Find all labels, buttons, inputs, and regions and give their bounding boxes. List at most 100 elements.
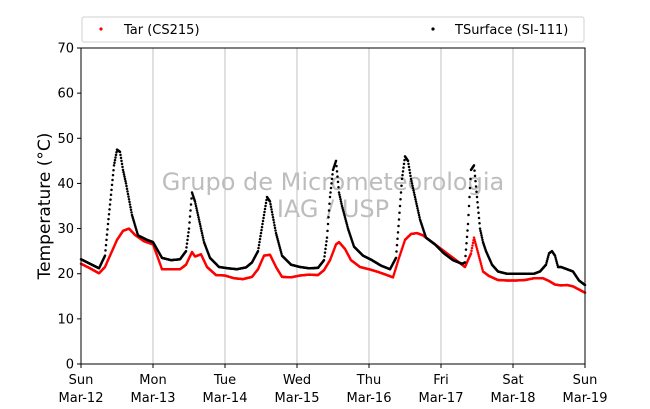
- data-point: [340, 202, 343, 205]
- data-point: [260, 228, 263, 232]
- data-point: [263, 207, 267, 211]
- y-tick-label: 40: [57, 177, 74, 192]
- watermark-line-1: Grupo de Micrometeorologia: [162, 168, 504, 196]
- data-point: [195, 209, 199, 212]
- data-point: [464, 254, 467, 258]
- data-point: [480, 264, 483, 268]
- x-tick-label-date: Mar-18: [491, 391, 536, 406]
- data-point: [396, 237, 399, 240]
- data-point: [411, 186, 415, 190]
- data-point: [194, 202, 197, 205]
- data-point: [474, 179, 477, 183]
- data-point: [190, 197, 193, 200]
- data-point: [124, 179, 127, 183]
- data-point: [264, 204, 267, 208]
- data-point: [113, 161, 116, 164]
- data-point: [187, 231, 190, 234]
- data-point: [129, 205, 132, 209]
- data-point: [324, 247, 327, 251]
- data-point: [271, 213, 274, 216]
- y-tick-label: 10: [57, 312, 74, 327]
- data-point: [258, 240, 261, 244]
- data-point: [470, 249, 473, 253]
- data-point: [201, 234, 204, 237]
- data-point: [346, 225, 349, 228]
- data-point: [122, 170, 125, 174]
- data-point: [201, 236, 205, 239]
- data-point: [474, 241, 477, 245]
- data-point: [277, 241, 280, 244]
- data-point: [112, 169, 115, 172]
- data-point: [200, 229, 203, 233]
- data-point: [341, 206, 344, 210]
- data-point: [554, 256, 557, 259]
- data-point: [476, 200, 479, 204]
- data-point: [127, 195, 130, 198]
- data-point: [480, 236, 484, 239]
- data-point: [274, 231, 278, 235]
- x-tick-label-date: Mar-14: [203, 391, 248, 406]
- data-point: [272, 221, 276, 224]
- data-point: [395, 250, 398, 253]
- data-point: [125, 187, 129, 190]
- plot-frame: [80, 47, 586, 365]
- x-tick-label-date: Mar-12: [59, 391, 104, 406]
- data-point: [479, 262, 483, 266]
- data-point: [480, 266, 484, 269]
- data-point: [400, 184, 403, 187]
- data-point: [335, 170, 339, 173]
- data-point: [344, 217, 347, 221]
- data-point: [545, 261, 548, 265]
- data-point: [275, 235, 279, 239]
- data-point: [463, 261, 467, 264]
- data-point: [119, 156, 123, 160]
- x-tick-label-date: Mar-17: [419, 391, 464, 406]
- data-point: [414, 200, 418, 203]
- data-point: [109, 193, 113, 196]
- data-point: [415, 204, 419, 208]
- data-point: [106, 222, 110, 226]
- y-tick-label: 50: [57, 132, 74, 147]
- data-point: [114, 156, 117, 159]
- data-point: [410, 182, 414, 185]
- data-point: [465, 235, 469, 239]
- data-point: [199, 225, 202, 228]
- data-point: [342, 210, 345, 213]
- data-point: [481, 268, 484, 271]
- data-point: [477, 253, 480, 256]
- x-tick-label-day: Tue: [213, 373, 236, 388]
- data-point: [261, 222, 264, 226]
- data-point: [337, 185, 340, 189]
- data-point: [342, 212, 346, 215]
- data-point: [471, 241, 475, 245]
- data-point: [479, 229, 482, 233]
- data-point: [118, 150, 122, 154]
- data-point: [399, 191, 403, 194]
- data-point: [327, 209, 331, 212]
- data-point: [195, 207, 198, 210]
- data-point: [259, 231, 263, 235]
- data-point: [105, 238, 108, 242]
- data-point: [104, 249, 107, 252]
- data-point: [402, 162, 406, 166]
- data-point: [193, 200, 197, 203]
- data-point: [467, 213, 470, 217]
- data-point: [187, 227, 191, 230]
- data-point: [325, 240, 328, 243]
- data-point: [279, 248, 282, 252]
- data-point: [475, 195, 479, 199]
- data-point: [323, 251, 327, 254]
- data-point: [466, 222, 470, 226]
- data-point: [338, 195, 342, 199]
- x-tick-label-day: Sun: [573, 373, 598, 388]
- data-point: [270, 210, 274, 214]
- data-point: [262, 216, 265, 220]
- data-point: [478, 257, 481, 260]
- x-tick-label-day: Fri: [433, 373, 449, 388]
- legend-marker-tsurface: [431, 27, 435, 31]
- data-point: [475, 245, 478, 249]
- data-point: [408, 168, 411, 172]
- data-point: [402, 166, 405, 169]
- data-point: [324, 243, 328, 247]
